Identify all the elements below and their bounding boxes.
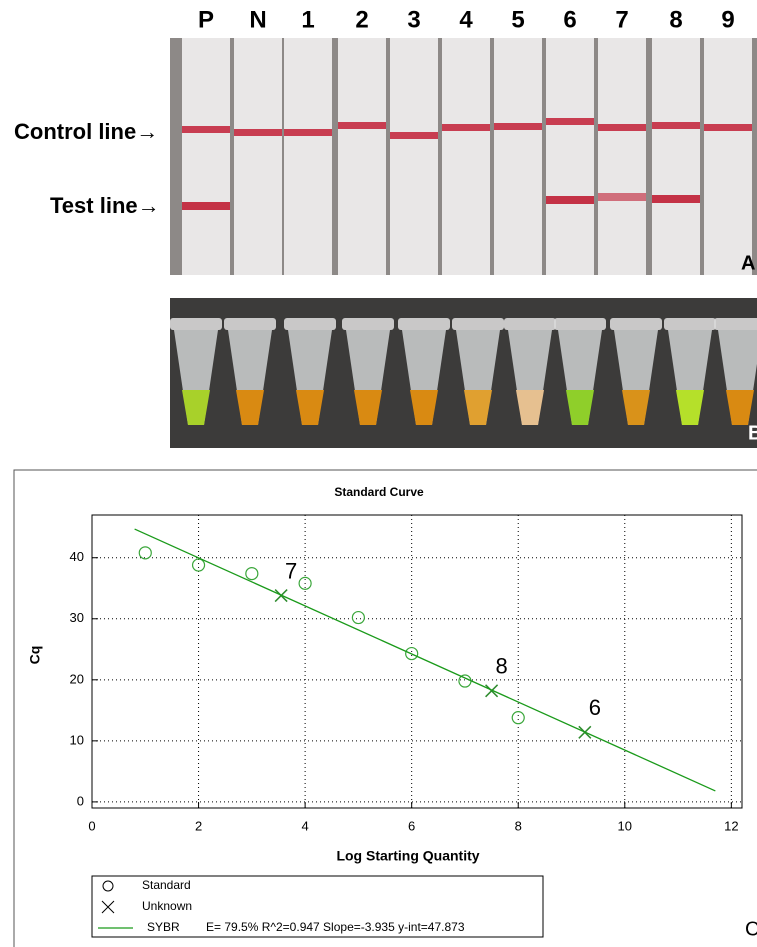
lane-label: 2 — [355, 6, 368, 33]
strip — [494, 38, 542, 275]
lane-label: 7 — [615, 6, 628, 33]
strip — [234, 38, 282, 275]
lane-label: 5 — [511, 6, 524, 33]
unknown-point — [486, 685, 498, 697]
standard-point — [512, 712, 524, 724]
lane-label: 3 — [407, 6, 420, 33]
tube-cap — [610, 318, 662, 330]
tube-cap — [398, 318, 450, 330]
strip — [652, 38, 700, 275]
tube-cap — [554, 318, 606, 330]
strip — [390, 38, 438, 275]
standard-point — [352, 612, 364, 624]
x-tick-label: 2 — [195, 818, 202, 833]
legend-label: Standard — [142, 878, 191, 892]
x-tick-label: 0 — [88, 818, 95, 833]
x-axis-label: Log Starting Quantity — [336, 848, 479, 864]
lane-label: 1 — [301, 6, 314, 33]
lane-label: 4 — [459, 6, 473, 33]
tube-cap — [664, 318, 716, 330]
legend-label: SYBR — [147, 920, 180, 934]
y-tick-label: 30 — [70, 610, 84, 625]
x-tick-label: 12 — [724, 818, 738, 833]
control-line-label: Control line→ — [14, 119, 158, 144]
plot-area — [92, 515, 742, 808]
lane-label: 8 — [669, 6, 682, 33]
panel-label: C — [745, 918, 757, 940]
strip — [598, 38, 646, 275]
tube-cap — [452, 318, 504, 330]
tube-cap — [504, 318, 556, 330]
standard-point — [139, 547, 151, 559]
lane-label: P — [198, 6, 214, 33]
point-label: 7 — [285, 558, 297, 583]
point-label: 6 — [589, 695, 601, 720]
legend-label: Unknown — [142, 899, 192, 913]
tube-cap — [342, 318, 394, 330]
chart-title: Standard Curve — [334, 485, 424, 499]
control-band — [442, 124, 490, 131]
standard-point — [459, 675, 471, 687]
test-band — [546, 196, 594, 204]
x-tick-label: 4 — [301, 818, 308, 833]
test-band — [652, 195, 700, 203]
control-band — [390, 132, 438, 139]
tube-cap — [224, 318, 276, 330]
panel-label: A — [741, 252, 755, 274]
y-axis-label: Cq — [27, 646, 43, 665]
y-tick-label: 40 — [70, 549, 84, 564]
lane-label: N — [249, 6, 266, 33]
legend-note: E= 79.5% R^2=0.947 Slope=-3.935 y-int=47… — [206, 920, 465, 934]
control-band — [652, 122, 700, 129]
tube-cap — [284, 318, 336, 330]
y-tick-label: 10 — [70, 732, 84, 747]
x-tick-label: 6 — [408, 818, 415, 833]
y-tick-label: 0 — [77, 793, 84, 808]
tube-cap — [170, 318, 222, 330]
standard-point — [193, 559, 205, 571]
control-band — [494, 123, 542, 130]
control-band — [182, 126, 230, 133]
panel-c-frame — [14, 470, 757, 947]
strip — [338, 38, 386, 275]
strip — [704, 38, 752, 275]
figure: Control line→ Test line→ PN123456789ABSt… — [0, 0, 757, 947]
point-label: 8 — [495, 654, 507, 679]
strip — [546, 38, 594, 275]
x-tick-label: 8 — [515, 818, 522, 833]
tube-cap — [714, 318, 757, 330]
strip — [442, 38, 490, 275]
control-band — [284, 129, 332, 136]
control-band — [546, 118, 594, 125]
test-line-label: Test line→ — [50, 193, 160, 218]
control-band — [234, 129, 282, 136]
y-tick-label: 20 — [70, 671, 84, 686]
test-band — [182, 202, 230, 210]
standard-point — [246, 568, 258, 580]
lane-label: 9 — [721, 6, 734, 33]
control-band — [598, 124, 646, 131]
strip — [182, 38, 230, 275]
lane-label: 6 — [563, 6, 576, 33]
control-band — [338, 122, 386, 129]
x-tick-label: 10 — [618, 818, 632, 833]
panel-label: B — [748, 422, 757, 444]
fit-line — [135, 529, 716, 791]
strip — [284, 38, 332, 275]
test-band — [598, 193, 646, 201]
control-band — [704, 124, 752, 131]
